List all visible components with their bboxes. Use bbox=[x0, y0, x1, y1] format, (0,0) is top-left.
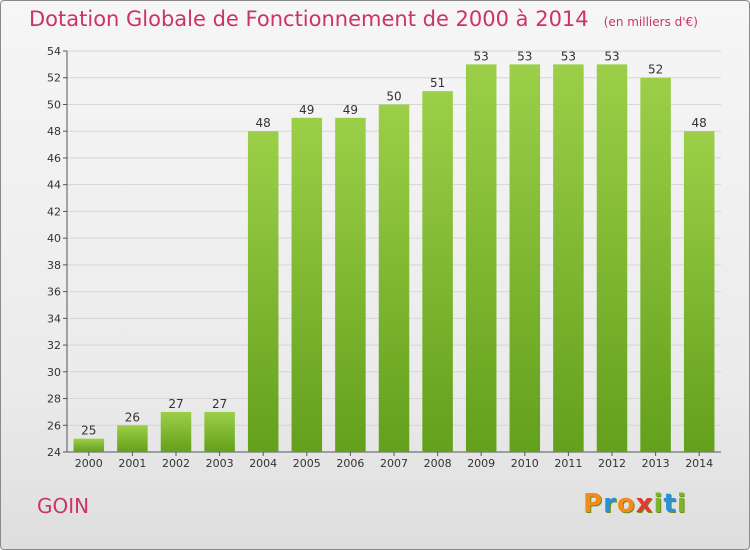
bar bbox=[160, 411, 192, 452]
logo-letter: P bbox=[583, 489, 604, 519]
y-tick-label: 52 bbox=[47, 72, 61, 85]
chart-title-text: Dotation Globale de Fonctionnement de 20… bbox=[29, 7, 589, 31]
bar-value-label: 53 bbox=[604, 49, 619, 63]
logo-letter: r bbox=[603, 489, 617, 519]
y-tick-label: 28 bbox=[47, 393, 61, 406]
y-tick-label: 36 bbox=[47, 286, 61, 299]
x-tick-label: 2007 bbox=[380, 457, 408, 470]
x-tick-label: 2002 bbox=[162, 457, 190, 470]
bar bbox=[509, 64, 541, 452]
y-tick-label: 26 bbox=[47, 419, 61, 432]
logo-letter: i bbox=[676, 489, 687, 519]
bar-value-label: 53 bbox=[561, 49, 576, 63]
y-tick-label: 54 bbox=[47, 45, 61, 58]
bar bbox=[378, 104, 410, 452]
bar bbox=[204, 411, 235, 452]
logo-letter: i bbox=[653, 489, 664, 519]
bar bbox=[247, 131, 279, 452]
y-tick-label: 48 bbox=[47, 125, 61, 138]
bar-value-label: 48 bbox=[256, 116, 271, 130]
y-tick-label: 34 bbox=[47, 312, 61, 325]
y-tick-label: 40 bbox=[47, 232, 61, 245]
bar-value-label: 27 bbox=[212, 397, 227, 411]
x-tick-label: 2001 bbox=[118, 457, 146, 470]
y-tick-label: 38 bbox=[47, 259, 61, 272]
x-tick-label: 2004 bbox=[249, 457, 277, 470]
bar bbox=[553, 64, 584, 452]
x-tick-label: 2013 bbox=[642, 457, 670, 470]
bar-value-label: 26 bbox=[125, 410, 140, 424]
bar bbox=[73, 438, 105, 452]
bar bbox=[117, 425, 148, 452]
logo-letter: o bbox=[616, 489, 636, 519]
x-tick-label: 2006 bbox=[336, 457, 364, 470]
bar bbox=[640, 77, 671, 452]
proxiti-logo: Proxiti bbox=[583, 489, 687, 519]
x-tick-label: 2014 bbox=[685, 457, 713, 470]
x-tick-label: 2003 bbox=[206, 457, 234, 470]
bar-value-label: 53 bbox=[517, 49, 532, 63]
x-tick-label: 2010 bbox=[511, 457, 539, 470]
y-tick-label: 50 bbox=[47, 98, 61, 111]
y-tick-label: 30 bbox=[47, 366, 61, 379]
bar-value-label: 50 bbox=[386, 89, 401, 103]
x-tick-label: 2012 bbox=[598, 457, 626, 470]
x-tick-label: 2005 bbox=[293, 457, 321, 470]
bar-value-label: 49 bbox=[343, 103, 358, 117]
x-tick-label: 2009 bbox=[467, 457, 495, 470]
commune-name: GOIN bbox=[37, 494, 90, 518]
bar-value-label: 49 bbox=[299, 103, 314, 117]
y-tick-label: 46 bbox=[47, 152, 61, 165]
bar bbox=[335, 117, 366, 452]
bar-value-label: 25 bbox=[81, 424, 96, 438]
bar bbox=[596, 64, 628, 452]
bar-value-label: 48 bbox=[692, 116, 707, 130]
bar-value-label: 51 bbox=[430, 76, 445, 90]
logo-letter: t bbox=[663, 489, 677, 519]
y-tick-label: 32 bbox=[47, 339, 61, 352]
x-tick-label: 2011 bbox=[554, 457, 582, 470]
bar-value-label: 53 bbox=[474, 49, 489, 63]
y-tick-label: 42 bbox=[47, 205, 61, 218]
logo-letter: x bbox=[635, 489, 654, 519]
bar bbox=[291, 117, 323, 452]
chart-unit-text: (en milliers d'€) bbox=[603, 15, 698, 29]
bar bbox=[465, 64, 497, 452]
bar-value-label: 52 bbox=[648, 63, 663, 77]
bar bbox=[422, 91, 453, 452]
x-tick-label: 2000 bbox=[75, 457, 103, 470]
bar bbox=[683, 131, 715, 452]
y-tick-label: 44 bbox=[47, 179, 61, 192]
x-tick-label: 2008 bbox=[424, 457, 452, 470]
bar-value-label: 27 bbox=[168, 397, 183, 411]
y-tick-label: 24 bbox=[47, 446, 61, 459]
chart-title: Dotation Globale de Fonctionnement de 20… bbox=[29, 7, 698, 31]
